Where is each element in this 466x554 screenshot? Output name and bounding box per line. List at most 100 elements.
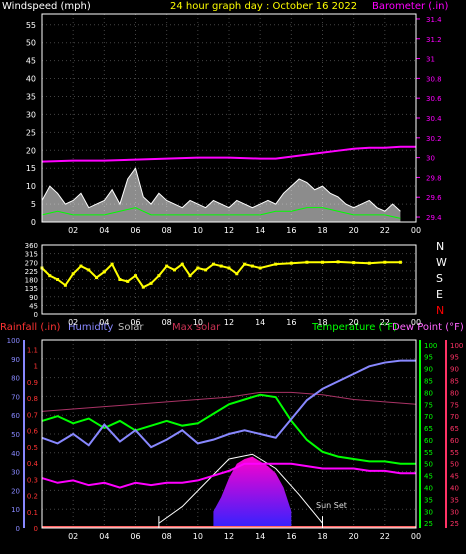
- temp-y-tick: 100: [424, 342, 437, 350]
- dew-y-tick: 80: [450, 389, 459, 397]
- wind-direction-point: [274, 262, 278, 266]
- dir-panel-x-tick: 14: [255, 318, 265, 327]
- wind-direction-point: [258, 266, 262, 270]
- temperature-line: [41, 393, 416, 465]
- wind-direction-point: [79, 264, 83, 268]
- wind-y-tick: 25: [26, 128, 36, 137]
- temp-y-tick: 50: [424, 461, 433, 469]
- chart-title: 24 hour graph day : October 16 2022: [170, 1, 357, 12]
- temp-panel-x-tick: 20: [349, 532, 359, 541]
- baro-y-tick: 30.4: [426, 115, 442, 123]
- humidity-y-tick: 60: [11, 412, 20, 420]
- rain-y-tick: 0.4: [27, 460, 39, 468]
- wind-direction-point: [250, 264, 254, 268]
- wind-direction-point: [118, 278, 122, 281]
- dew-y-tick: 45: [450, 473, 459, 481]
- wind-y-tick: 5: [31, 200, 36, 209]
- baro-y-tick: 30.6: [426, 95, 442, 103]
- wind-panel-x-tick: 12: [224, 226, 234, 235]
- baro-y-tick: 31.4: [426, 16, 442, 24]
- dir-y-tick: 315: [25, 251, 38, 259]
- temp-y-tick: 55: [424, 449, 433, 457]
- solar-area: [213, 456, 292, 528]
- dew-y-tick: 40: [450, 485, 459, 493]
- baro-axis-label: Barometer (.in): [372, 1, 448, 12]
- temp-panel-x-tick: 10: [193, 532, 203, 541]
- rain-y-tick: 0.6: [27, 428, 39, 436]
- dir-y-tick: 135: [25, 285, 38, 293]
- temp-y-tick: 65: [424, 425, 433, 433]
- temp-y-tick: 35: [424, 496, 433, 504]
- wind-direction-point: [383, 260, 387, 264]
- dew-y-tick: 55: [450, 449, 459, 457]
- wind-panel-x-tick: 22: [380, 226, 390, 235]
- wind-direction-point: [180, 262, 184, 266]
- wind-direction-point: [352, 261, 356, 265]
- wind-y-tick: 35: [26, 92, 36, 101]
- dew-y-tick: 70: [450, 413, 459, 421]
- humidity-y-tick: 100: [7, 337, 20, 345]
- dir-y-tick: 0: [34, 311, 38, 319]
- temp-y-tick: 45: [424, 473, 433, 481]
- sunset-annotation: Sun Set: [316, 501, 347, 510]
- wind-panel-x-tick: 06: [130, 226, 140, 235]
- dir-y-tick: 360: [25, 242, 38, 250]
- wind-direction-point: [367, 261, 371, 265]
- dew-y-tick: 65: [450, 425, 459, 433]
- dew-y-tick: 85: [450, 377, 459, 385]
- wind-direction-point: [227, 266, 231, 270]
- direction-letter-w: W: [436, 256, 447, 269]
- wind-direction-point: [63, 283, 67, 287]
- wind-direction-point: [398, 260, 402, 264]
- rain-y-tick: 1: [34, 363, 38, 371]
- rain-y-tick: 0.1: [27, 509, 38, 517]
- humidity-y-tick: 80: [11, 375, 20, 383]
- humidity-line: [41, 359, 416, 449]
- temp-panel-x-tick: 14: [255, 532, 265, 541]
- dir-panel-x-tick: 04: [99, 318, 109, 327]
- dir-y-tick: 45: [29, 302, 38, 310]
- dir-panel-x-tick: 06: [130, 318, 140, 327]
- dew-legend: Dew Point (°F): [392, 322, 464, 333]
- dir-panel-x-tick: 02: [68, 318, 78, 327]
- baro-y-tick: 30: [426, 155, 435, 163]
- temp-y-tick: 75: [424, 401, 433, 409]
- temp-panel-x-tick: 18: [317, 532, 327, 541]
- baro-y-tick: 31.2: [426, 36, 442, 44]
- wind-y-tick: 0: [31, 218, 36, 227]
- wind-panel-x-tick: 18: [317, 226, 327, 235]
- baro-y-tick: 30.8: [426, 75, 442, 83]
- rain-y-tick: 0: [34, 525, 38, 533]
- wind-direction-point: [149, 281, 153, 285]
- windspeed-line: [41, 167, 401, 212]
- dir-panel-x-tick: 18: [317, 318, 327, 327]
- wind-direction-point: [56, 278, 60, 281]
- wind-y-tick: 30: [26, 110, 36, 119]
- temp-panel-x-tick: 04: [99, 532, 109, 541]
- temp-y-tick: 40: [424, 485, 433, 493]
- humidity-y-tick: 40: [11, 450, 20, 458]
- wind-direction-point: [211, 262, 215, 266]
- baro-y-tick: 29.8: [426, 174, 442, 182]
- dir-y-tick: 180: [25, 277, 38, 285]
- temp-panel-x-tick: 02: [68, 532, 78, 541]
- humidity-y-tick: 90: [11, 356, 20, 364]
- direction-letter-n-top: N: [436, 240, 444, 253]
- wind-direction-point: [126, 279, 130, 283]
- wind-panel-x-tick: 02: [68, 226, 78, 235]
- temp-panel-x-tick: 06: [130, 532, 140, 541]
- wind-direction-point: [141, 285, 145, 289]
- temp-panel-x-tick: 00: [411, 532, 421, 541]
- rain-y-tick: 0.7: [27, 411, 38, 419]
- dir-panel-x-tick: 12: [224, 318, 234, 327]
- dew-y-tick: 35: [450, 496, 459, 504]
- solar-curve: [158, 453, 323, 524]
- wind-direction-point: [87, 268, 91, 272]
- rain-y-tick: 1.1: [27, 346, 38, 354]
- windspeed-area: [42, 168, 401, 222]
- wind-direction-point: [134, 274, 137, 278]
- wind-direction-point: [48, 274, 52, 278]
- wind-average-line: [41, 207, 401, 219]
- wind-panel-x-tick: 04: [99, 226, 109, 235]
